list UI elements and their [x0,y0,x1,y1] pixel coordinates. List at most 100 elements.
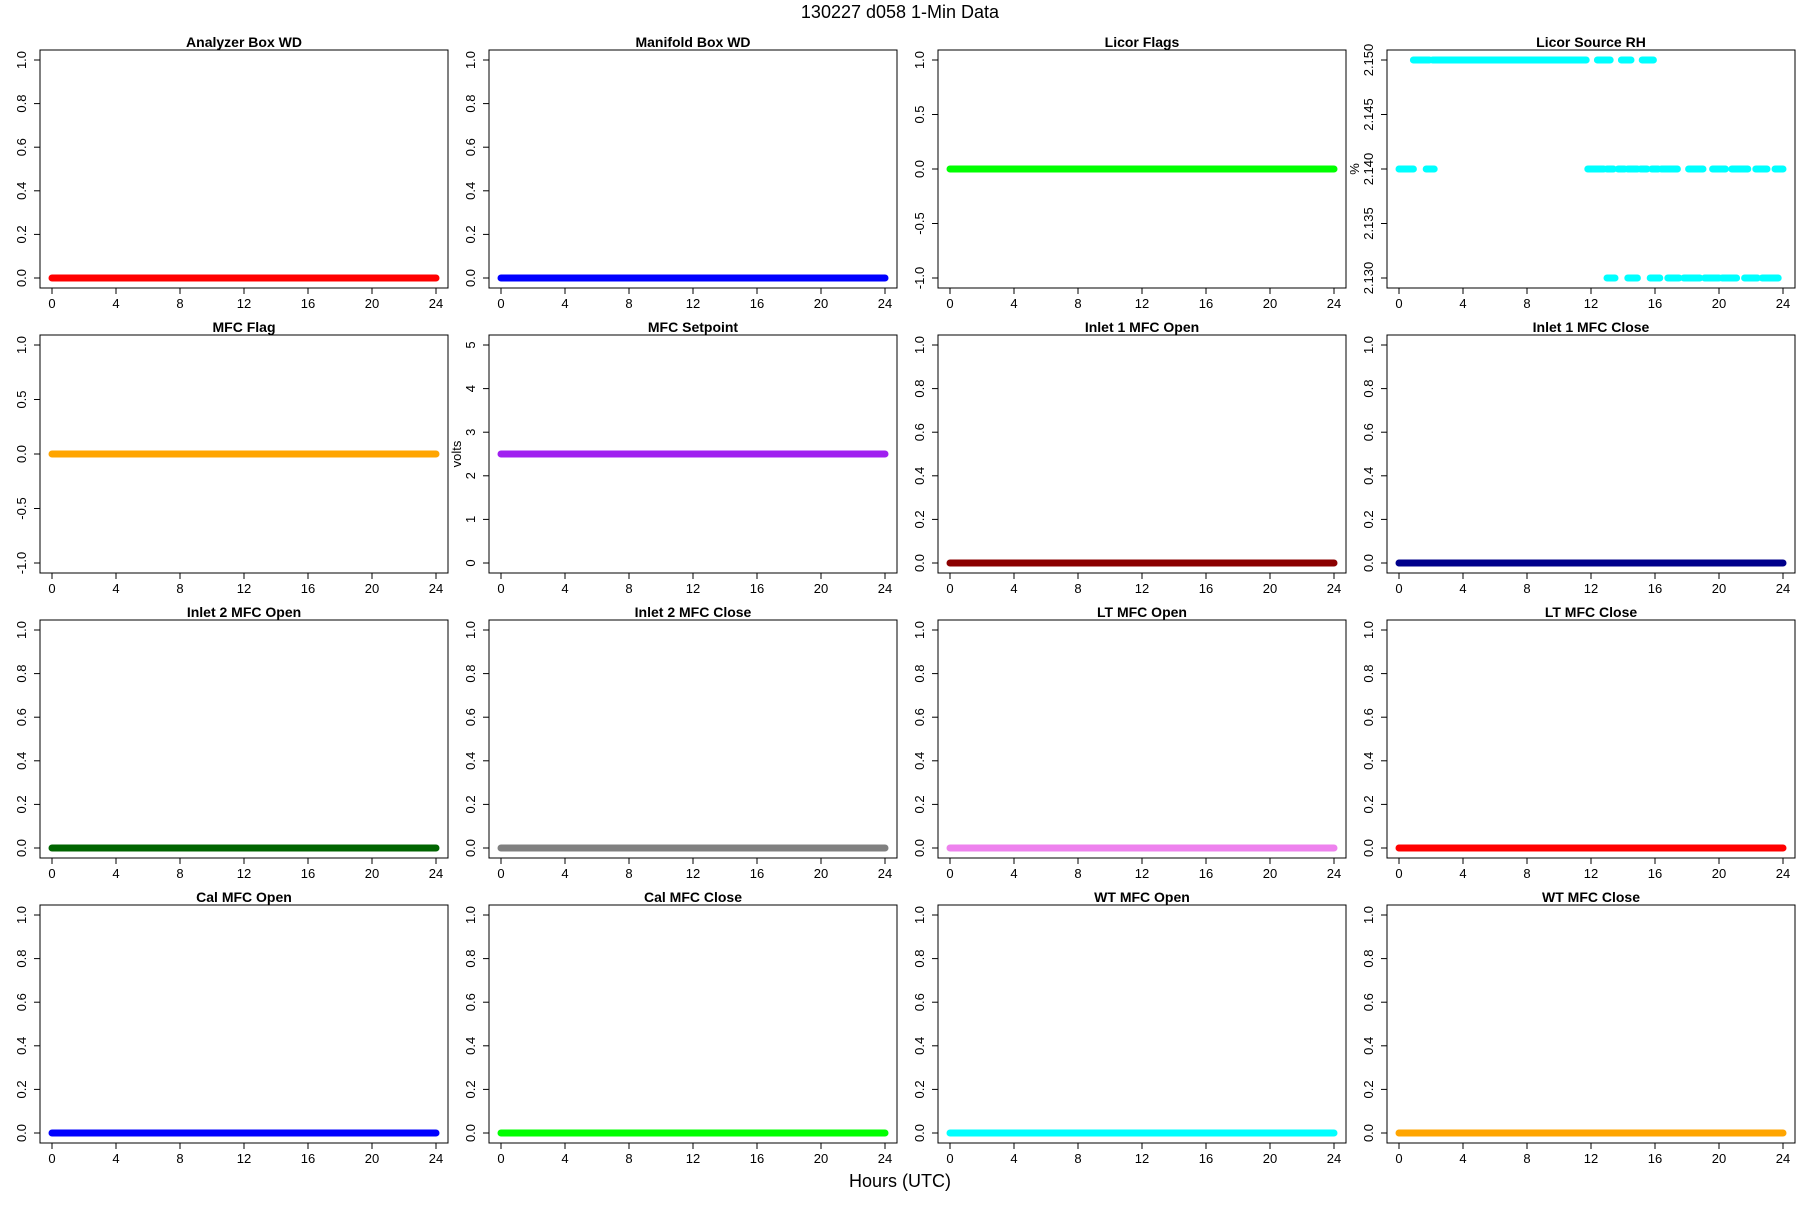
x-tick-label: 12 [1135,581,1149,596]
x-tick-label: 24 [1776,581,1790,596]
x-tick-label: 16 [1648,1151,1662,1166]
plot-frame [937,334,1347,574]
y-tick-label: 0.8 [463,950,478,968]
y-tick-label: 0.6 [14,708,29,726]
y-tick-label: 0.6 [1361,993,1376,1011]
x-tick-label: 20 [1712,581,1726,596]
y-tick-label: -1.0 [14,552,29,574]
x-tick-label: 16 [750,866,764,881]
figure-title: 130227 d058 1-Min Data [800,2,1000,22]
x-tick-label: 24 [1776,866,1790,881]
y-tick-label: 2.130 [1361,262,1376,295]
panel-title: WT MFC Close [1542,889,1640,905]
x-tick-label: 0 [946,296,953,311]
y-tick-label: 2.140 [1361,153,1376,186]
y-tick-label: 1.0 [14,906,29,924]
x-tick-label: 4 [1010,296,1017,311]
y-tick-label: 1.0 [912,906,927,924]
y-axis: 0.0 0.2 0.4 0.6 0.8 1.0 [463,51,490,287]
x-tick-label: 8 [625,296,632,311]
y-tick-label: 0.4 [14,752,29,770]
x-axis: 0 4 8 12 16 20 24 [946,1142,1341,1166]
panel-title: LT MFC Close [1545,604,1638,620]
y-tick-label: -0.5 [14,497,29,519]
x-tick-label: 24 [1327,296,1341,311]
x-tick-label: 20 [814,1151,828,1166]
y-tick-label: 0.0 [1361,839,1376,857]
y-tick-label: 0.8 [1361,380,1376,398]
y-axis: 2.130 2.135 2.140 2.145 2.150 [1361,44,1388,295]
panel-title: MFC Flag [213,319,276,335]
x-tick-label: 20 [1712,296,1726,311]
y-tick-label: 0.6 [14,993,29,1011]
x-axis: 0 4 8 12 16 20 24 [1395,572,1790,596]
y-tick-label: 0.8 [1361,665,1376,683]
y-tick-label: 2.145 [1361,98,1376,131]
x-tick-label: 12 [237,1151,251,1166]
x-tick-label: 24 [429,581,443,596]
x-tick-label: 8 [1074,866,1081,881]
y-tick-label: 0.2 [912,510,927,528]
y-tick-label: 0.8 [912,665,927,683]
figure-x-axis-label: Hours (UTC) [849,1171,951,1191]
y-tick-label: 0.8 [912,380,927,398]
x-tick-label: 12 [1584,296,1598,311]
panel-title: Inlet 1 MFC Open [1085,319,1199,335]
x-tick-label: 16 [1199,1151,1213,1166]
x-tick-label: 16 [301,296,315,311]
panel-2: Manifold Box WD0 4 8 12 16 20 240.00.20.40.60.… [463,34,898,311]
x-axis: 0 4 8 12 16 20 24 [48,287,443,311]
x-tick-label: 8 [625,581,632,596]
panel-title: Analyzer Box WD [186,34,302,50]
x-tick-label: 0 [946,1151,953,1166]
y-tick-label: 0.4 [463,1037,478,1055]
y-axis: 0.0 0.2 0.4 0.6 0.8 1.0 [14,51,41,287]
y-tick-label: 0.4 [912,467,927,485]
x-tick-label: 20 [1263,296,1277,311]
plot-frame [39,904,449,1144]
y-tick-label: 1.0 [1361,906,1376,924]
x-tick-label: 20 [1263,581,1277,596]
y-tick-label: 0.8 [1361,950,1376,968]
y-tick-label: 0.0 [463,1124,478,1142]
y-axis: 0.0 0.2 0.4 0.6 0.8 1.0 [1361,336,1388,572]
x-tick-label: 20 [814,581,828,596]
y-axis: -1.0 -0.5 0.0 0.5 1.0 [14,336,41,574]
y-axis: 0.0 0.2 0.4 0.6 0.8 1.0 [1361,906,1388,1142]
plot-frame [1386,334,1796,574]
x-tick-label: 20 [365,1151,379,1166]
plot-frame [488,619,898,859]
x-tick-label: 20 [365,581,379,596]
panel-10: Inlet 2 MFC Close 0 4 8 12 16 20 24 0.0 0.2 0.4 0.6… [463,604,898,881]
x-axis: 0 4 8 12 16 20 24 [1395,287,1790,311]
y-tick-label: 0.5 [912,105,927,123]
y-tick-label: 0.2 [14,225,29,243]
x-axis: 0 4 8 12 16 20 24 [946,572,1341,596]
x-tick-label: 4 [1459,581,1466,596]
x-tick-label: 24 [1327,1151,1341,1166]
x-tick-label: 8 [1523,1151,1530,1166]
x-tick-label: 0 [497,866,504,881]
y-tick-label: 0.8 [14,95,29,113]
panel-11: LT MFC Open 0 4 8 12 16 20 24 0.0 0.2 0.4 0.6 0.8 1.0 [912,604,1347,881]
x-tick-label: 16 [1199,581,1213,596]
panel-16: WT MFC Close 0 4 8 12 16 20 24 0.0 0.2 0.4 0.6 0.8 1.… [1361,889,1796,1166]
panel-title: Inlet 1 MFC Close [1533,319,1650,335]
y-tick-label: 0.0 [14,445,29,463]
y-axis: 0.0 0.2 0.4 0.6 0.8 1.0 [912,621,939,857]
y-axis: 0.0 0.2 0.4 0.6 0.8 1.0 [912,906,939,1142]
x-axis: 0 4 8 12 16 20 24 [946,857,1341,881]
y-tick-label: 1 [463,516,478,523]
x-tick-label: 8 [176,581,183,596]
plot-frame [488,49,898,289]
y-axis: 0.0 0.2 0.4 0.6 0.8 1.0 [14,906,41,1142]
plot-frame [39,49,449,289]
x-tick-label: 8 [176,866,183,881]
x-tick-label: 24 [1327,866,1341,881]
y-tick-label: 0.4 [463,752,478,770]
x-tick-label: 12 [237,581,251,596]
y-tick-label: 0.0 [14,269,29,287]
x-tick-label: 8 [176,296,183,311]
panel-title: MFC Setpoint [648,319,739,335]
